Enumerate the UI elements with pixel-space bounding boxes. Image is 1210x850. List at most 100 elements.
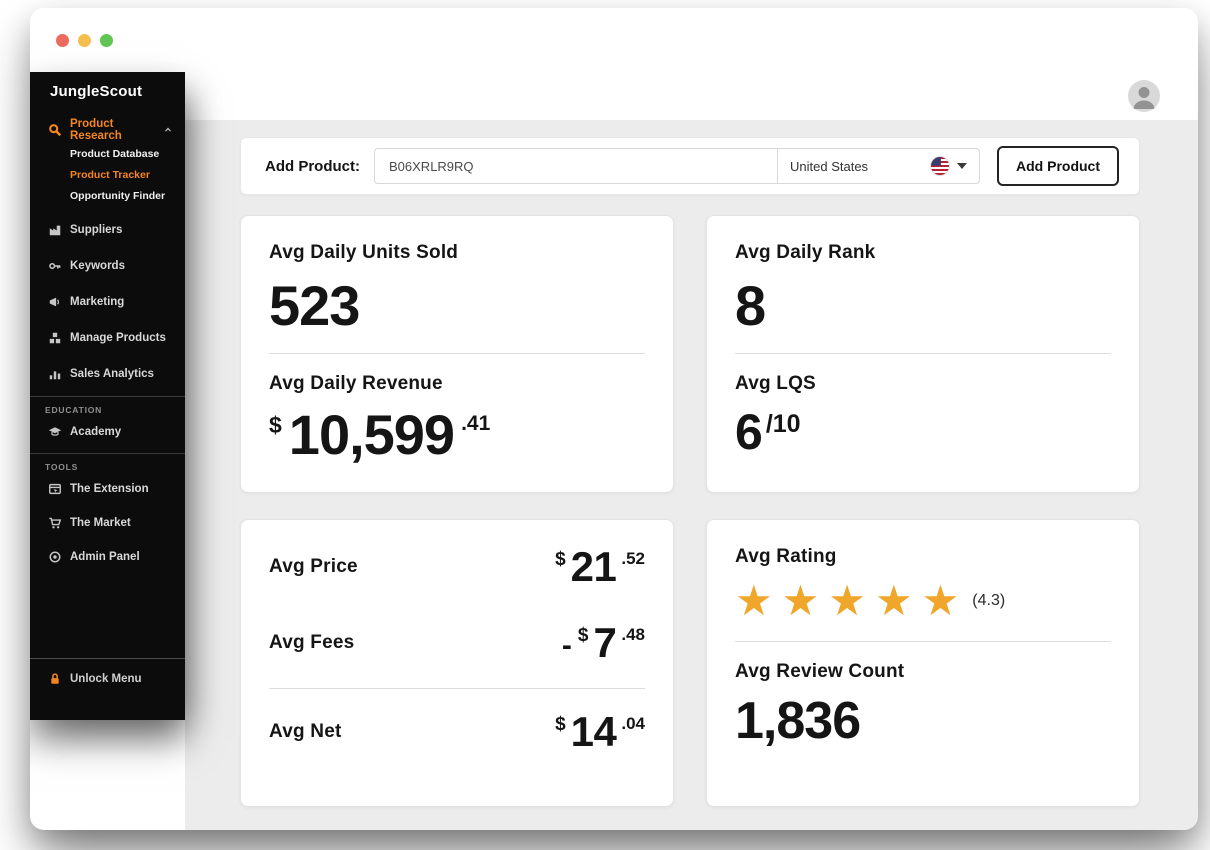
browser-extension-icon — [48, 482, 62, 496]
avg-net-value: $ 14 .04 — [555, 711, 645, 753]
unlock-menu-button[interactable]: Unlock Menu — [30, 659, 185, 696]
bar-chart-icon — [48, 367, 62, 381]
divider — [269, 353, 645, 354]
nav-group-product-research: Product Research Product Database Produc… — [30, 112, 185, 212]
maximize-button[interactable] — [100, 33, 113, 47]
divider — [735, 641, 1111, 642]
avg-price-value: $ 21 .52 — [555, 546, 645, 588]
avg-daily-rank-value: 8 — [735, 274, 766, 337]
avg-price-title: Avg Price — [269, 556, 358, 577]
star-icons: ★★★★★ — [735, 577, 969, 624]
avg-fees-value: - $ 7 .48 — [562, 622, 645, 664]
close-button[interactable] — [56, 33, 69, 47]
main-area: Add Product: United States Add Product — [185, 72, 1198, 830]
net-whole: 14 — [570, 708, 617, 755]
factory-icon — [48, 223, 62, 237]
sidebar-item-marketing[interactable]: Marketing — [30, 284, 185, 320]
sidebar-item-label: Manage Products — [70, 332, 166, 344]
sidebar-item-the-extension[interactable]: The Extension — [30, 472, 185, 506]
divider — [735, 353, 1111, 354]
avg-daily-units-sold-value: 523 — [269, 274, 360, 337]
add-product-bar: Add Product: United States Add Product — [240, 137, 1140, 195]
unlock-menu-label: Unlock Menu — [70, 673, 142, 685]
avg-review-count-title: Avg Review Count — [735, 661, 905, 682]
sidebar-main-nav: Suppliers Keywords Marketing — [30, 212, 185, 392]
user-icon — [1133, 87, 1155, 109]
stats-grid: Avg Daily Units Sold 523 Avg Daily Reven… — [240, 215, 1140, 807]
fees-whole: 7 — [593, 619, 617, 666]
rating-number: (4.3) — [972, 592, 1006, 609]
lqs-scale: /10 — [765, 410, 801, 438]
app-window: JungleScout Product Research Product Dat… — [30, 8, 1198, 830]
target-icon — [48, 550, 62, 564]
avg-lqs-value: 6 /10 — [735, 407, 1111, 457]
avg-rating-value: ★★★★★ (4.3) — [735, 580, 1111, 622]
search-icon — [48, 123, 62, 137]
sidebar-item-the-market[interactable]: The Market — [30, 506, 185, 540]
top-header — [185, 72, 1198, 120]
sidebar-unlock-section: Unlock Menu — [30, 658, 185, 696]
price-cents: .52 — [621, 549, 645, 568]
sidebar-item-label: Product Research — [70, 118, 122, 142]
avg-daily-revenue-title: Avg Daily Revenue — [269, 373, 443, 394]
sidebar-section-tools: TOOLS The Extension The Market — [30, 453, 185, 574]
content-area: Add Product: United States Add Product — [185, 120, 1198, 830]
avg-net-row: Avg Net $ 14 .04 — [269, 711, 645, 753]
sidebar-item-label: Marketing — [70, 296, 125, 308]
sidebar-item-label: The Extension — [70, 483, 149, 495]
add-product-button[interactable]: Add Product — [997, 146, 1119, 186]
avg-daily-revenue-value: $ 10,599 .41 — [269, 407, 645, 463]
currency-symbol: $ — [577, 625, 589, 646]
sidebar-item-product-research[interactable]: Product Research — [30, 112, 185, 146]
sidebar-item-suppliers[interactable]: Suppliers — [30, 212, 185, 248]
country-name: United States — [790, 158, 869, 174]
product-research-subnav: Product Database Product Tracker Opportu… — [30, 146, 185, 212]
sidebar-item-academy[interactable]: Academy — [30, 415, 185, 449]
us-flag-icon — [930, 156, 950, 176]
minimize-button[interactable] — [78, 33, 91, 47]
sidebar-item-manage-products[interactable]: Manage Products — [30, 320, 185, 356]
divider — [269, 688, 645, 689]
currency-symbol: $ — [269, 412, 282, 438]
sidebar-item-product-tracker[interactable]: Product Tracker — [70, 169, 150, 181]
currency-symbol: $ — [555, 549, 566, 570]
sidebar-item-admin-panel[interactable]: Admin Panel — [30, 540, 185, 574]
sidebar-item-product-database[interactable]: Product Database — [70, 148, 160, 160]
currency-symbol: $ — [555, 714, 566, 735]
add-product-label: Add Product: — [265, 157, 360, 175]
sidebar-item-label: Sales Analytics — [70, 368, 154, 380]
window-titlebar — [30, 8, 1198, 72]
revenue-cents: .41 — [461, 412, 491, 435]
avg-rating-title: Avg Rating — [735, 546, 837, 567]
asin-input[interactable] — [375, 149, 777, 183]
chevron-down-icon — [957, 163, 967, 169]
avg-daily-units-sold-title: Avg Daily Units Sold — [269, 242, 459, 263]
country-selector[interactable]: United States — [777, 149, 979, 183]
chevron-up-icon — [163, 125, 173, 135]
sidebar-item-sales-analytics[interactable]: Sales Analytics — [30, 356, 185, 392]
sidebar-item-keywords[interactable]: Keywords — [30, 248, 185, 284]
section-header-tools: TOOLS — [45, 462, 79, 472]
sidebar-item-label: Admin Panel — [70, 551, 140, 563]
key-icon — [48, 259, 62, 273]
sidebar-item-label: Suppliers — [70, 224, 123, 236]
avg-lqs-title: Avg LQS — [735, 373, 816, 394]
sidebar-item-label: Academy — [70, 426, 122, 438]
lqs-number: 6 — [735, 404, 763, 460]
card-rating-reviews: Avg Rating ★★★★★ (4.3) Avg Review Count … — [706, 519, 1140, 807]
price-whole: 21 — [570, 543, 617, 590]
cart-icon — [48, 516, 62, 530]
sidebar-item-label: The Market — [70, 517, 131, 529]
card-price-fees-net: Avg Price $ 21 .52 Avg Fees - $ — [240, 519, 674, 807]
add-product-input-group: United States — [374, 148, 980, 184]
avg-price-row: Avg Price $ 21 .52 — [269, 546, 645, 588]
avg-fees-row: Avg Fees - $ 7 .48 — [269, 622, 645, 664]
user-avatar[interactable] — [1128, 80, 1160, 112]
sidebar-item-opportunity-finder[interactable]: Opportunity Finder — [70, 190, 166, 202]
fees-cents: .48 — [621, 625, 645, 644]
traffic-lights — [56, 33, 113, 47]
boxes-icon — [48, 331, 62, 345]
section-header-education: EDUCATION — [45, 405, 103, 415]
card-rank-lqs: Avg Daily Rank 8 Avg LQS 6 /10 — [706, 215, 1140, 493]
sidebar-section-education: EDUCATION Academy — [30, 396, 185, 449]
